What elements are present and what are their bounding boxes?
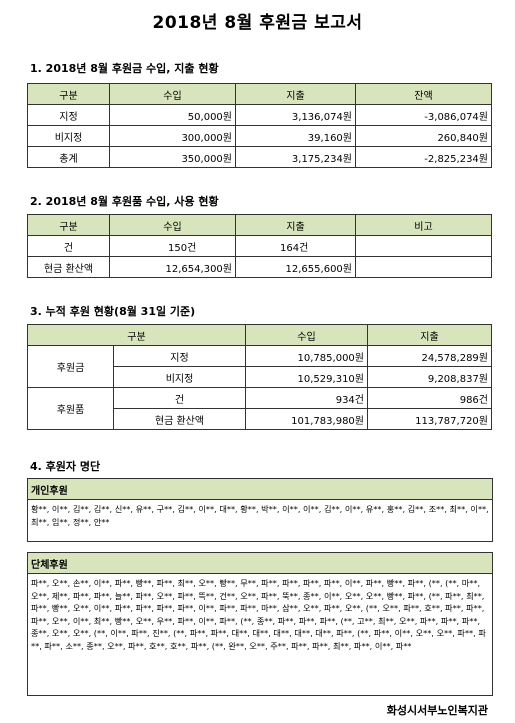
section4-heading: 4. 후원자 명단 xyxy=(30,460,101,473)
cell: -3,086,074원 xyxy=(355,104,492,126)
col-category: 구분 xyxy=(27,214,110,236)
income-expense-table: 구분 수입 지출 잔액 지정 50,000원 3,136,074원 -3,086… xyxy=(27,83,492,168)
section1-heading: 1. 2018년 8월 후원금 수입, 지출 현황 xyxy=(30,62,219,75)
table-row: 총계 350,000원 3,175,234원 -2,825,234원 xyxy=(27,146,492,168)
cell: 비지정 xyxy=(113,366,246,388)
cell: 현금 환산액 xyxy=(113,408,246,430)
section2-heading: 2. 2018년 8월 후원품 수입, 사용 현황 xyxy=(30,195,219,208)
cell: 건 xyxy=(27,235,110,257)
cell: 비지정 xyxy=(27,125,110,147)
cell: 39,160원 xyxy=(235,125,356,147)
cell: 150건 xyxy=(109,235,236,257)
cell: 101,783,980원 xyxy=(245,408,368,430)
cell: -2,825,234원 xyxy=(355,146,492,168)
cell: 지정 xyxy=(113,345,246,367)
organization-name: 화성시서부노인복지관 xyxy=(386,704,488,717)
col-category: 구분 xyxy=(27,324,246,346)
cell: 50,000원 xyxy=(109,104,236,126)
individual-donors-label: 개인후원 xyxy=(28,479,492,500)
cell: 3,136,074원 xyxy=(235,104,356,126)
cell: 260,840원 xyxy=(355,125,492,147)
table-row: 비지정 10,529,310원 9,208,837원 xyxy=(28,366,492,388)
group-donors-list: 파**, 오**, 손**, 이**, 파**, 빵**, 파**, 최**, … xyxy=(31,578,486,651)
table-row: 비지정 300,000원 39,160원 260,840원 xyxy=(27,125,492,147)
individual-donors-box: 개인후원 황**, 이**, 김**, 김**, 신**, 유**, 구**, … xyxy=(27,478,493,542)
cell: 24,578,289원 xyxy=(367,345,492,367)
cell: 300,000원 xyxy=(109,125,236,147)
group-donors-label: 단체후원 xyxy=(28,553,492,574)
cell: 총계 xyxy=(27,146,110,168)
goods-table: 구분 수입 지출 비고 건 150건 164건 현금 환산액 12,654,30… xyxy=(27,214,492,278)
table-row: 후원품 건 934건 986건 xyxy=(27,387,492,430)
cell: 10,785,000원 xyxy=(245,345,368,367)
cell: 164건 xyxy=(235,235,356,257)
table-row: 후원금 지정 10,785,000원 24,578,289원 xyxy=(27,345,492,388)
cell xyxy=(355,256,492,278)
cell: 현금 환산액 xyxy=(27,256,110,278)
group-donors-box: 단체후원 파**, 오**, 손**, 이**, 파**, 빵**, 파**, … xyxy=(27,552,493,696)
table-row: 현금 환산액 12,654,300원 12,655,600원 xyxy=(27,256,492,278)
table-row: 건 150건 164건 xyxy=(27,235,492,257)
individual-donors-list: 황**, 이**, 김**, 김**, 신**, 유**, 구**, 김**, … xyxy=(31,504,489,527)
col-expense: 지출 xyxy=(235,214,356,236)
cell: 9,208,837원 xyxy=(367,366,492,388)
col-income: 수입 xyxy=(245,324,368,346)
col-remarks: 비고 xyxy=(355,214,492,236)
cell: 934건 xyxy=(245,387,368,409)
col-balance: 잔액 xyxy=(355,83,492,105)
cell: 12,654,300원 xyxy=(109,256,236,278)
cell xyxy=(355,235,492,257)
col-expense: 지출 xyxy=(367,324,492,346)
table-row: 현금 환산액 101,783,980원 113,787,720원 xyxy=(28,408,492,430)
group-label: 후원품 xyxy=(27,387,114,430)
cell: 12,655,600원 xyxy=(235,256,356,278)
col-income: 수입 xyxy=(109,214,236,236)
page-title: 2018년 8월 후원금 보고서 xyxy=(152,13,363,33)
cell: 3,175,234원 xyxy=(235,146,356,168)
cell: 350,000원 xyxy=(109,146,236,168)
cell: 986건 xyxy=(367,387,492,409)
cell: 10,529,310원 xyxy=(245,366,368,388)
cumulative-table: 구분 수입 지출 후원금 지정 10,785,000원 24,578,289원 … xyxy=(27,324,492,430)
cell: 건 xyxy=(113,387,246,409)
col-category: 구분 xyxy=(27,83,110,105)
table-row: 지정 50,000원 3,136,074원 -3,086,074원 xyxy=(27,104,492,126)
section3-heading: 3. 누적 후원 현황(8월 31일 기준) xyxy=(30,305,196,318)
cell: 113,787,720원 xyxy=(367,408,492,430)
cell: 지정 xyxy=(27,104,110,126)
group-label: 후원금 xyxy=(27,345,114,388)
col-income: 수입 xyxy=(109,83,236,105)
col-expense: 지출 xyxy=(235,83,356,105)
